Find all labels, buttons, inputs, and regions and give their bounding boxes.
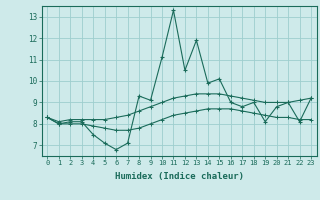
X-axis label: Humidex (Indice chaleur): Humidex (Indice chaleur) [115,172,244,181]
